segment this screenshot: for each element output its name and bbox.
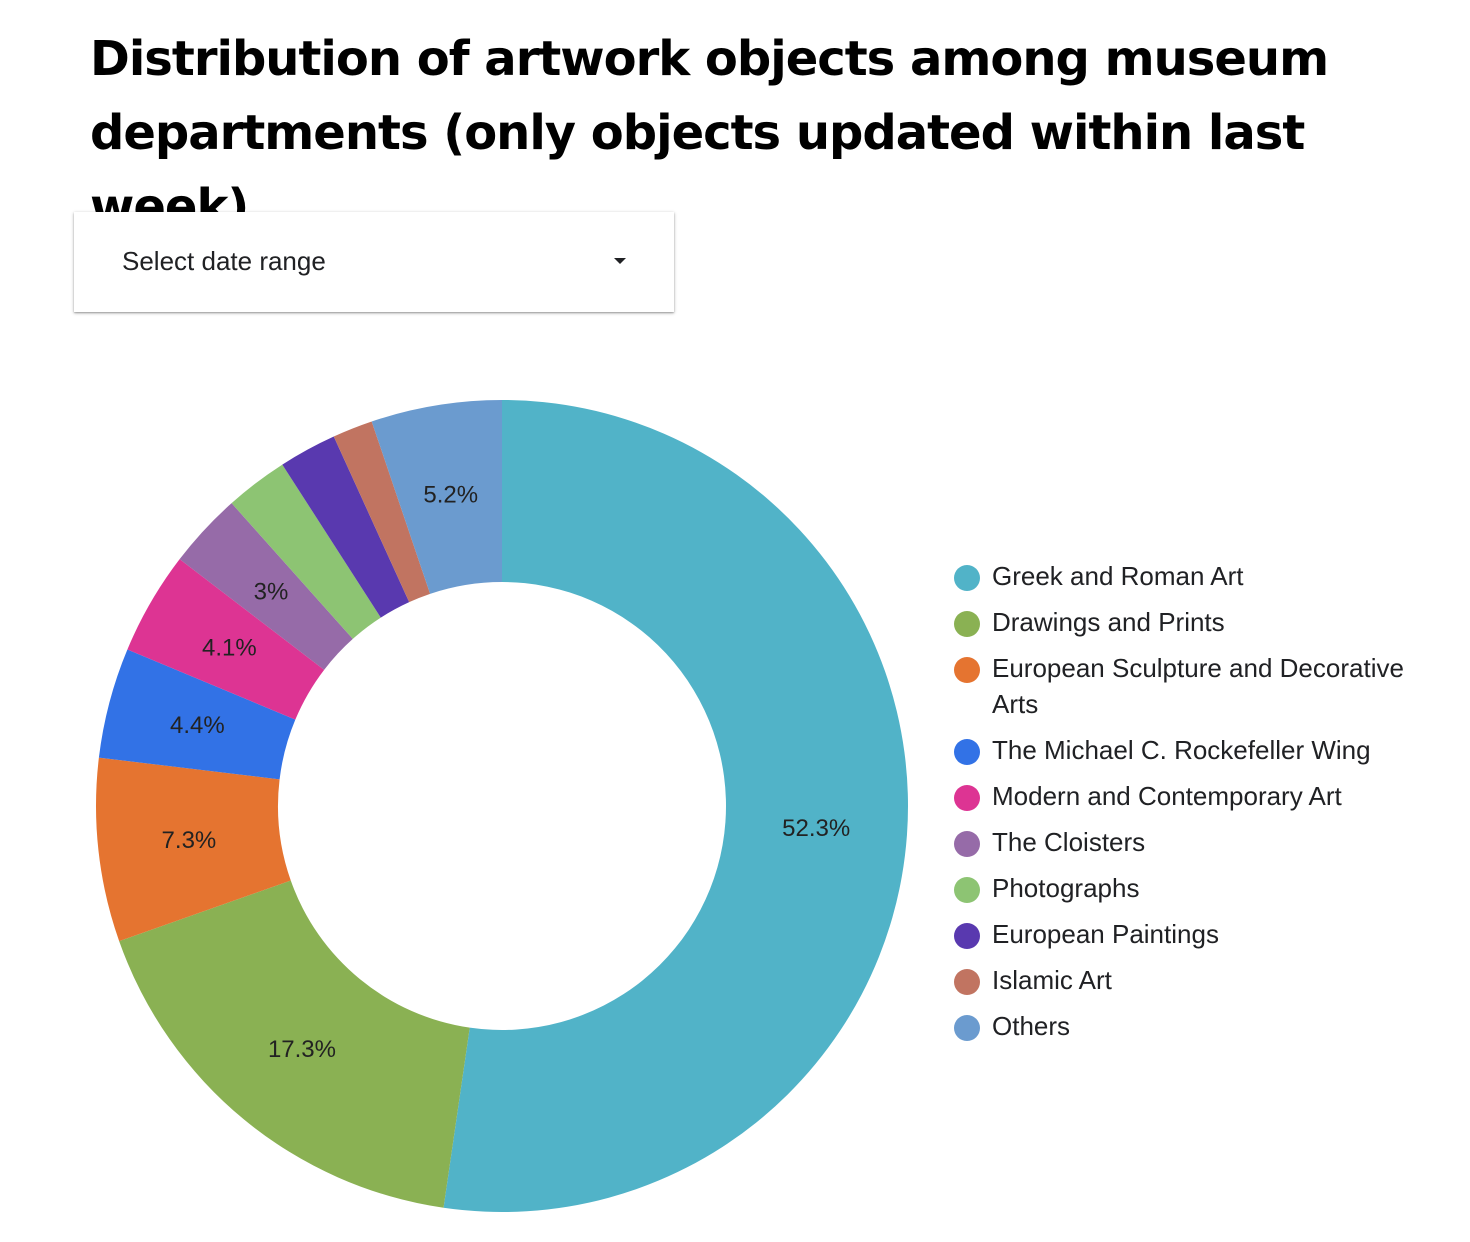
legend-item-modern-and-contemporary-art[interactable]: Modern and Contemporary Art xyxy=(954,778,1454,814)
legend-swatch xyxy=(954,611,980,637)
chart-legend: Greek and Roman Art Drawings and Prints Eu… xyxy=(954,558,1454,1054)
legend-label: European Sculpture and Decorative Arts xyxy=(992,653,1404,719)
legend-swatch xyxy=(954,657,980,683)
legend-item-european-paintings[interactable]: European Paintings xyxy=(954,916,1454,952)
slice-label-others: 5.2% xyxy=(423,482,478,509)
legend-label: Greek and Roman Art xyxy=(992,561,1244,591)
slice-label-modern-and-contemporary-art: 4.1% xyxy=(202,635,257,662)
legend-swatch xyxy=(954,831,980,857)
slice-european-paintings[interactable] xyxy=(282,436,410,618)
legend-item-drawings-and-prints[interactable]: Drawings and Prints xyxy=(954,604,1454,640)
legend-swatch xyxy=(954,785,980,811)
slice-label-european-sculpture-and-decorative-arts: 7.3% xyxy=(162,827,217,854)
legend-item-european-sculpture-and-decorative-arts[interactable]: European Sculpture and Decorative Arts xyxy=(954,650,1454,722)
legend-label: Others xyxy=(992,1011,1071,1041)
slice-label-drawings-and-prints: 17.3% xyxy=(268,1036,336,1063)
legend-swatch xyxy=(954,969,980,995)
legend-swatch xyxy=(954,877,980,903)
date-range-dropdown[interactable]: Select date range xyxy=(74,212,674,312)
legend-label: Drawings and Prints xyxy=(992,607,1225,637)
slice-european-sculpture-and-decorative-arts[interactable] xyxy=(95,757,291,942)
legend-swatch xyxy=(954,565,980,591)
slice-modern-and-contemporary-art[interactable] xyxy=(127,559,325,720)
slice-label-greek-and-roman-art: 52.3% xyxy=(782,815,850,842)
slice-islamic-art[interactable] xyxy=(333,421,431,603)
slice-label-the-cloisters: 3% xyxy=(254,578,289,605)
slice-the-michael-c-rockefeller-wing[interactable] xyxy=(98,649,296,780)
slice-drawings-and-prints[interactable] xyxy=(119,880,470,1208)
slice-photographs[interactable] xyxy=(231,464,381,639)
legend-item-others[interactable]: Others xyxy=(954,1008,1454,1044)
chart-title: Distribution of artwork objects among mu… xyxy=(90,31,1329,235)
legend-swatch xyxy=(954,1015,980,1041)
legend-label: European Paintings xyxy=(992,919,1219,949)
legend-label: Photographs xyxy=(992,873,1140,903)
legend-label: Modern and Contemporary Art xyxy=(992,781,1342,811)
slice-greek-and-roman-art[interactable] xyxy=(443,400,908,1212)
legend-item-photographs[interactable]: Photographs xyxy=(954,870,1454,906)
legend-item-the-cloisters[interactable]: The Cloisters xyxy=(954,824,1454,860)
slice-label-the-michael-c-rockefeller-wing: 4.4% xyxy=(170,712,225,739)
legend-swatch xyxy=(954,739,980,765)
legend-item-the-michael-c-rockefeller-wing[interactable]: The Michael C. Rockefeller Wing xyxy=(954,732,1454,768)
slice-the-cloisters[interactable] xyxy=(179,503,353,670)
slice-others[interactable] xyxy=(371,400,502,594)
legend-label: The Cloisters xyxy=(992,827,1146,857)
legend-item-islamic-art[interactable]: Islamic Art xyxy=(954,962,1454,998)
legend-label: The Michael C. Rockefeller Wing xyxy=(992,735,1371,765)
legend-label: Islamic Art xyxy=(992,965,1112,995)
date-range-label: Select date range xyxy=(122,246,326,276)
legend-swatch xyxy=(954,923,980,949)
legend-item-greek-and-roman-art[interactable]: Greek and Roman Art xyxy=(954,558,1454,594)
caret-down-icon[interactable] xyxy=(614,258,626,264)
